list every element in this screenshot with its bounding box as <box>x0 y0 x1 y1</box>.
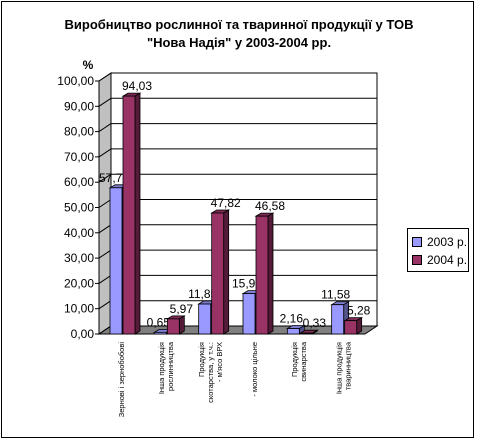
bar-side <box>267 212 274 335</box>
legend-label-2003: 2003 р. <box>427 235 468 249</box>
legend-swatch-2004 <box>412 255 422 265</box>
y-tick-label: 60,00 <box>64 175 94 189</box>
y-tick-label: 10,00 <box>64 302 94 316</box>
legend-swatch-2003 <box>412 237 422 247</box>
x-tick-label: Інша продукціятваринництва <box>334 341 352 394</box>
x-tick-label-line: - молоко цільне <box>250 342 259 397</box>
x-tick-label: Продукціяскотарства, у т.ч.:- м'ясо ВРХ <box>197 342 224 403</box>
y-tick-label: 50,00 <box>64 201 94 215</box>
y-tick-label: 100,00 <box>57 74 94 88</box>
gridline-depth <box>98 123 112 133</box>
data-label: 46,58 <box>255 199 285 213</box>
bar-side <box>178 315 185 335</box>
data-label: 11,85 <box>188 287 217 301</box>
data-label: 57,79 <box>99 171 129 185</box>
bar <box>344 320 358 335</box>
gridline-depth <box>98 97 112 107</box>
bar <box>211 212 225 335</box>
x-tick-label-line: - м'ясо ВРХ <box>215 342 224 382</box>
y-tick-label: 0,00 <box>71 327 95 341</box>
bar <box>331 304 345 335</box>
data-label: 47,82 <box>211 196 241 210</box>
x-tick-label-line: скотарства, у т.ч.: <box>206 342 215 403</box>
gridline-depth <box>98 148 112 158</box>
data-label: 5,97 <box>170 302 194 316</box>
y-tick-label: 40,00 <box>64 226 94 240</box>
bar-side <box>223 209 230 335</box>
data-label: 5,28 <box>347 304 371 318</box>
bar-side <box>134 92 141 335</box>
bar-side <box>356 316 363 335</box>
x-tick-label: - молоко цільне <box>250 342 259 397</box>
x-tick-label-line: Інша продукція <box>334 342 343 394</box>
x-tick-label-line: Інша продукція <box>157 342 166 394</box>
bar <box>109 187 123 335</box>
gridline-depth <box>98 300 112 310</box>
chart-title-line-2: "Нова Надія" у 2003-2004 рр. <box>147 35 331 50</box>
y-tick-label: 20,00 <box>64 276 94 290</box>
gridline-depth <box>98 199 112 208</box>
plot-area: 0,00 10,00 20,00 30,00 40,00 50,00 60,00 70,00 8… <box>57 72 379 418</box>
bar <box>255 215 269 335</box>
gridline-depth <box>98 224 112 234</box>
x-tick-label-line: свинарства <box>299 341 308 381</box>
legend-item-2004: 2004 р. <box>412 252 467 268</box>
chart-title-line-1: Виробництво рослинної та тваринної проду… <box>65 17 414 32</box>
legend: 2003 р. 2004 р. <box>407 228 469 272</box>
bar <box>122 95 136 335</box>
x-tick-label-line: Продукція <box>290 342 299 377</box>
legend-label-2004: 2004 р. <box>427 253 468 267</box>
gridline-depth <box>98 173 112 183</box>
x-tick-label-line: Зернові і зернобобові <box>117 342 126 418</box>
data-label: 0,33 <box>303 316 327 330</box>
gridline-depth <box>98 249 112 259</box>
bar <box>242 293 256 335</box>
x-tick-label: Зернові і зернобобові <box>117 342 126 418</box>
x-tick-label-line: Продукція <box>197 342 206 377</box>
legend-item-2003: 2003 р. <box>412 234 467 250</box>
x-tick-label: Продукціясвинарства <box>290 341 308 381</box>
data-label: 94,03 <box>122 79 152 93</box>
y-tick-label: 90,00 <box>64 99 94 113</box>
bar <box>198 303 212 335</box>
bar <box>166 318 180 335</box>
y-tick-label: 30,00 <box>64 251 94 265</box>
gridline-depth <box>98 325 112 335</box>
data-label: 11,58 <box>321 288 350 302</box>
gridline-depth <box>98 274 112 284</box>
bar <box>299 332 313 335</box>
bar <box>286 328 300 335</box>
y-tick-label: 80,00 <box>64 125 94 139</box>
data-label: 0,65 <box>147 315 171 329</box>
y-tick-label: 70,00 <box>64 150 94 164</box>
bar <box>153 331 167 335</box>
data-label: 15,97 <box>232 277 262 291</box>
y-axis-label: % <box>83 58 94 72</box>
data-label: 2,16 <box>280 312 304 326</box>
x-tick-label-line: рослинництва <box>166 341 175 391</box>
x-tick-label: Інша продукціярослинництва <box>157 341 175 394</box>
x-tick-label-line: тваринництва <box>343 341 352 390</box>
gridline-depth <box>98 72 112 82</box>
